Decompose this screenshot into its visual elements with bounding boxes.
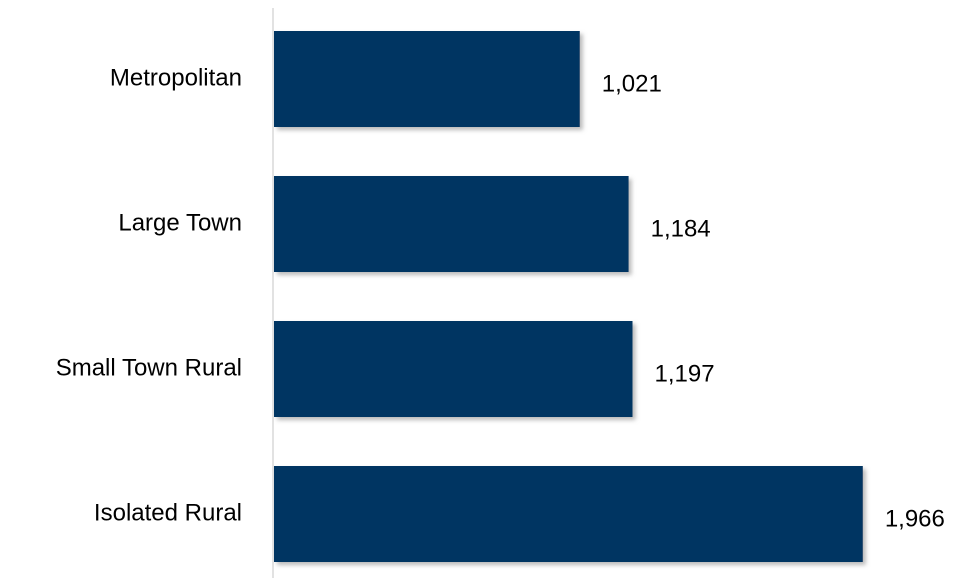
bar-isolated-rural bbox=[274, 466, 863, 562]
data-label: 1,021 bbox=[602, 70, 662, 97]
category-label: Small Town Rural bbox=[56, 354, 242, 381]
data-label: 1,184 bbox=[651, 215, 711, 242]
labels-layer: Metropolitan 1,021 Large Town 1,184 Small To… bbox=[56, 64, 945, 532]
data-label: 1,197 bbox=[655, 360, 715, 387]
bar-metropolitan bbox=[274, 31, 580, 127]
category-label: Large Town bbox=[118, 209, 242, 236]
bar-large-town bbox=[274, 176, 629, 272]
data-label: 1,966 bbox=[885, 505, 945, 532]
category-label: Isolated Rural bbox=[94, 499, 242, 526]
bars-layer bbox=[274, 31, 863, 562]
category-label: Metropolitan bbox=[110, 64, 242, 91]
bar-small-town-rural bbox=[274, 321, 633, 417]
